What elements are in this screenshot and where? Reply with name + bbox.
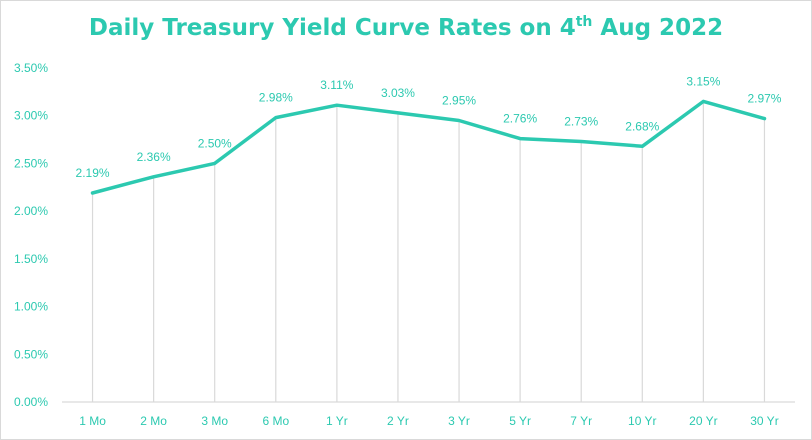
y-tick-label: 1.50% [14,252,48,266]
x-tick-label: 20 Yr [689,414,717,428]
data-label: 3.03% [381,86,415,100]
data-label: 2.36% [137,150,171,164]
series-line [90,99,767,195]
data-label: 2.76% [503,112,537,126]
x-tick-label: 10 Yr [628,414,656,428]
chart-title-end: Aug 2022 [592,15,724,41]
y-tick-label: 3.50% [14,61,48,75]
data-label: 2.68% [625,119,659,133]
y-tick-label: 2.50% [14,156,48,170]
data-label: 2.19% [76,166,110,180]
x-tick-label: 7 Yr [570,414,592,428]
x-tick-label: 2 Yr [387,414,409,428]
data-label: 2.98% [259,91,293,105]
data-label: 2.97% [747,92,781,106]
data-label: 2.50% [198,136,232,150]
x-tick-label: 6 Mo [262,414,289,428]
y-tick-label: 1.00% [14,300,48,314]
x-tick-label: 1 Mo [79,414,106,428]
x-tick-label: 3 Yr [448,414,470,428]
data-label: 2.73% [564,114,598,128]
y-tick-label: 3.00% [14,109,48,123]
chart-title: Daily Treasury Yield Curve Rates on 4th … [0,14,812,41]
chart-title-superscript: th [575,14,593,30]
y-tick-labels: 0.00% 0.50% 1.00% 1.50% 2.00% 2.50% 3.00% 3.50% [14,61,48,409]
y-tick-label: 0.50% [14,347,48,361]
x-tick-label: 5 Yr [509,414,531,428]
chart-title-main: Daily Treasury Yield Curve Rates on 4 [88,15,576,41]
x-tick-label: 30 Yr [750,414,778,428]
data-labels: 2.19% 2.36% 2.50% 2.98% 3.11% 3.03% 2.95% 2.76%… [76,74,782,180]
y-tick-label: 2.00% [14,204,48,218]
x-tick-label: 3 Mo [201,414,228,428]
data-label: 2.95% [442,93,476,107]
x-tick-label: 2 Mo [140,414,167,428]
x-tick-label: 1 Yr [326,414,348,428]
data-label: 3.11% [320,78,353,92]
x-tick-labels: 1 Mo 2 Mo 3 Mo 6 Mo 1 Yr 2 Yr 3 Yr 5 Yr 7 Yr 10 Y… [79,414,778,428]
drop-lines [91,101,766,402]
series-group [90,99,767,195]
data-label: 3.15% [686,74,720,88]
y-tick-label: 0.00% [14,395,48,409]
